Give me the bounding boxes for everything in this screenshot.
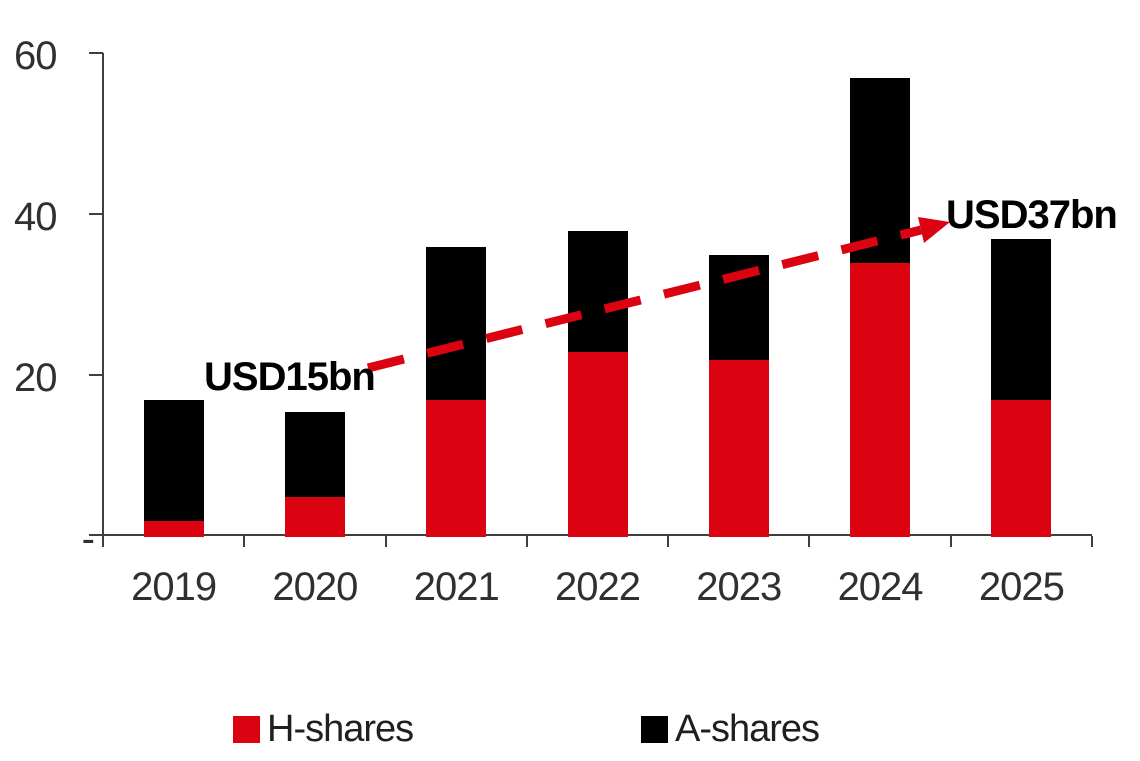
legend-item-a-shares: A-shares — [641, 705, 820, 753]
x-tick-7 — [1091, 536, 1093, 547]
x-tick-1 — [243, 536, 246, 547]
bar-2023-a-shares — [708, 255, 769, 360]
legend-label-h-shares: H-shares — [267, 707, 414, 750]
legend-label-a-shares: A-shares — [675, 707, 820, 750]
bar-2025-h-shares — [991, 400, 1052, 537]
x-tick-label-2022: 2022 — [554, 565, 641, 609]
x-tick-label-2023: 2023 — [696, 565, 782, 609]
legend-item-h-shares: H-shares — [233, 705, 414, 753]
x-tick-6 — [949, 536, 952, 547]
y-tick-60 — [89, 52, 103, 54]
y-axis-line — [102, 53, 104, 547]
bar-2022-a-shares — [567, 231, 628, 352]
x-tick-0 — [102, 536, 104, 547]
y-tick-20 — [89, 374, 103, 376]
bar-2025-a-shares — [991, 239, 1052, 401]
a-shares-swatch-icon — [641, 715, 668, 743]
bar-2019-a-shares — [143, 400, 204, 521]
y-tick-40 — [89, 213, 103, 215]
bar-2021-a-shares — [426, 247, 487, 401]
x-tick-5 — [808, 536, 811, 547]
h-shares-swatch-icon — [233, 715, 260, 743]
annotation-usd15bn: USD15bn — [204, 355, 376, 399]
x-tick-label-2024: 2024 — [837, 565, 924, 609]
x-tick-label-2021: 2021 — [413, 565, 500, 609]
annotation-usd37bn: USD37bn — [946, 193, 1118, 237]
x-tick-label-2020: 2020 — [272, 565, 358, 609]
y-tick-label-0: - — [81, 517, 95, 561]
legend: H-shares A-shares — [0, 705, 1140, 753]
bar-2023-h-shares — [708, 359, 769, 537]
bar-2019-h-shares — [143, 520, 204, 537]
bar-2024-h-shares — [850, 263, 911, 537]
x-tick-label-2019: 2019 — [131, 565, 217, 609]
y-tick-label-40: 40 — [14, 195, 58, 239]
y-tick-label-60: 60 — [14, 34, 58, 78]
bar-2020-h-shares — [284, 496, 345, 537]
y-tick-label-20: 20 — [14, 356, 58, 400]
x-tick-3 — [525, 536, 528, 547]
bar-2020-a-shares — [284, 412, 345, 497]
x-tick-4 — [667, 536, 670, 547]
bar-2024-a-shares — [850, 78, 911, 264]
bar-2022-h-shares — [567, 351, 628, 537]
x-tick-2 — [384, 536, 387, 547]
bar-2021-h-shares — [426, 400, 487, 537]
x-tick-label-2025: 2025 — [978, 565, 1065, 609]
